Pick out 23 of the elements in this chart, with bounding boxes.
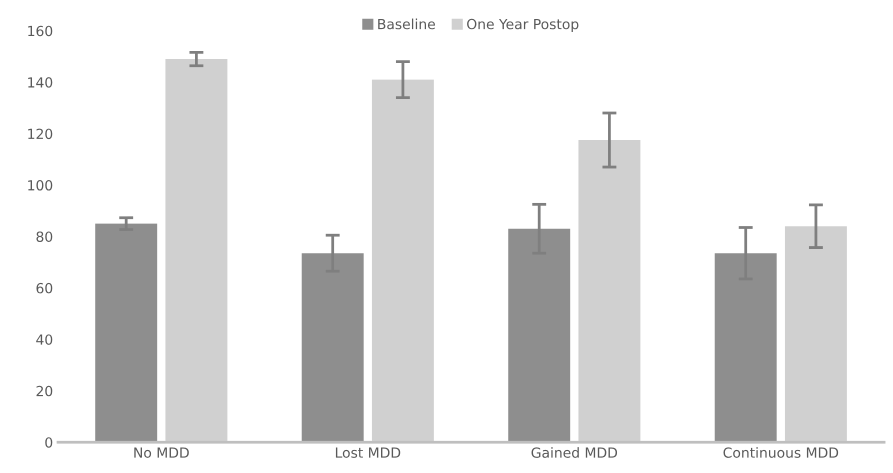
bar bbox=[714, 253, 777, 442]
y-tick-label: 40 bbox=[36, 334, 52, 345]
x-tick-label: No MDD bbox=[134, 448, 189, 458]
x-tick-label: Lost MDD bbox=[336, 448, 400, 458]
bar bbox=[95, 224, 158, 442]
bar bbox=[372, 80, 434, 442]
y-tick-label: 20 bbox=[36, 386, 52, 396]
bar bbox=[578, 140, 640, 442]
bar bbox=[784, 226, 847, 442]
y-tick-label: 160 bbox=[28, 26, 52, 36]
legend-label: Baseline bbox=[378, 18, 435, 30]
bar bbox=[302, 253, 364, 442]
x-tick-label: Gained MDD bbox=[532, 447, 618, 458]
y-tick-label: 0 bbox=[45, 437, 52, 448]
y-tick-label: 60 bbox=[36, 282, 52, 294]
y-tick-label: 140 bbox=[28, 77, 52, 88]
x-tick-label: Continuous MDD bbox=[723, 447, 838, 458]
y-tick-label: 120 bbox=[28, 128, 52, 140]
y-tick-label: 100 bbox=[28, 180, 52, 191]
legend-label: One Year Postop bbox=[467, 18, 578, 32]
bar bbox=[508, 228, 570, 442]
bar bbox=[165, 59, 228, 442]
y-tick-label: 80 bbox=[36, 231, 52, 242]
